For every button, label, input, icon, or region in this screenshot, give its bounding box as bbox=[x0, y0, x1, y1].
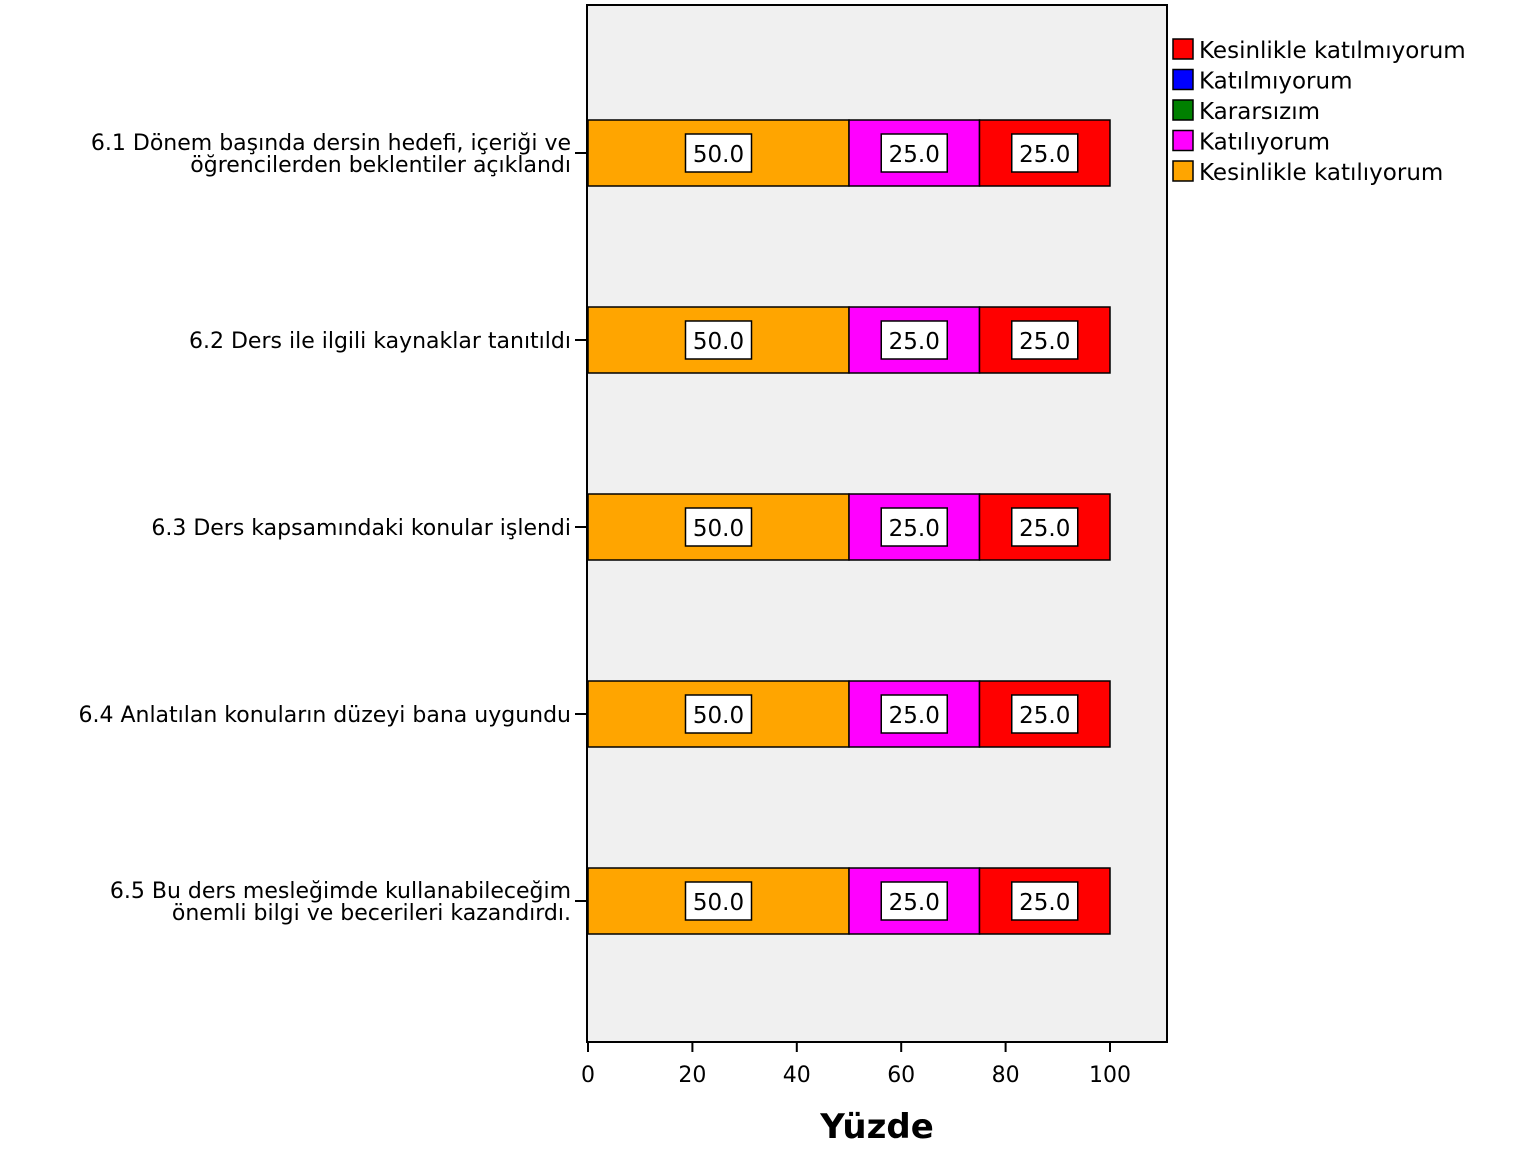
bar-segment bbox=[848, 680, 981, 748]
data-label-box bbox=[1011, 133, 1079, 173]
bar-segment bbox=[587, 306, 850, 374]
legend-swatch bbox=[1172, 99, 1194, 121]
data-label: 25.0 bbox=[889, 142, 940, 168]
legend: Kesinlikle katılmıyorum Katılmıyorum Karar… bbox=[1172, 38, 1466, 186]
data-label-box bbox=[684, 320, 753, 360]
legend-label: Katılmıyorum bbox=[1199, 69, 1353, 95]
data-label-box bbox=[684, 133, 753, 173]
data-label-box bbox=[880, 694, 948, 734]
legend-swatch bbox=[1172, 160, 1194, 182]
x-tick-label: 100 bbox=[1089, 1063, 1131, 1088]
legend-swatch bbox=[1172, 68, 1194, 91]
y-tick-label: 6.5 Bu ders mesleğimde kullanabileceğim bbox=[110, 879, 571, 904]
data-label: 25.0 bbox=[1019, 142, 1070, 168]
data-label-box bbox=[1011, 694, 1079, 734]
data-label-box bbox=[1011, 320, 1079, 360]
data-label-box bbox=[1011, 881, 1079, 921]
data-label: 50.0 bbox=[693, 329, 744, 355]
x-axis-title: Yüzde bbox=[819, 1107, 934, 1146]
x-tick-label: 80 bbox=[992, 1063, 1020, 1088]
data-label: 25.0 bbox=[1019, 516, 1070, 542]
y-tick-label: 6.4 Anlatılan konuların düzeyi bana uygu… bbox=[78, 703, 571, 728]
legend-label: Katılıyorum bbox=[1199, 130, 1330, 156]
data-label: 25.0 bbox=[889, 703, 940, 729]
y-tick-label: önemli bilgi ve becerileri kazandırdı. bbox=[172, 901, 571, 926]
data-label: 50.0 bbox=[693, 142, 744, 168]
data-label: 25.0 bbox=[1019, 703, 1070, 729]
y-tick-label: öğrencilerden beklentiler açıklandı bbox=[190, 153, 571, 178]
data-label: 25.0 bbox=[1019, 329, 1070, 355]
legend-swatch bbox=[1172, 38, 1194, 60]
data-label-box bbox=[880, 881, 948, 921]
data-label: 25.0 bbox=[889, 890, 940, 916]
data-label: 50.0 bbox=[693, 890, 744, 916]
legend-label: Kesinlikle katılıyorum bbox=[1199, 160, 1443, 186]
x-tick-label: 60 bbox=[887, 1063, 915, 1088]
data-label-box bbox=[684, 881, 753, 921]
data-label: 50.0 bbox=[693, 703, 744, 729]
x-tick-label: 20 bbox=[678, 1063, 706, 1088]
legend-label: Kararsızım bbox=[1199, 99, 1320, 125]
x-tick-label: 40 bbox=[783, 1063, 811, 1088]
legend-label: Kesinlikle katılmıyorum bbox=[1199, 38, 1466, 64]
x-tick-label: 0 bbox=[581, 1063, 595, 1088]
data-label-box bbox=[880, 507, 948, 547]
data-label: 25.0 bbox=[1019, 890, 1070, 916]
data-label-box bbox=[880, 133, 948, 173]
y-tick-label: 6.3 Ders kapsamındaki konular işlendi bbox=[151, 516, 571, 541]
data-label-box bbox=[1011, 507, 1079, 547]
legend-swatch bbox=[1172, 129, 1194, 152]
data-label-box bbox=[684, 694, 753, 734]
bar-segment bbox=[587, 493, 850, 561]
data-label: 25.0 bbox=[889, 329, 940, 355]
data-label-box bbox=[684, 507, 753, 547]
y-tick-label: 6.1 Dönem başında dersin hedefi, içeriği… bbox=[91, 131, 571, 156]
data-label-box bbox=[880, 320, 948, 360]
y-tick-label: 6.2 Ders ile ilgili kaynaklar tanıtıldı bbox=[189, 329, 571, 354]
data-label: 50.0 bbox=[693, 516, 744, 542]
data-label: 25.0 bbox=[889, 516, 940, 542]
